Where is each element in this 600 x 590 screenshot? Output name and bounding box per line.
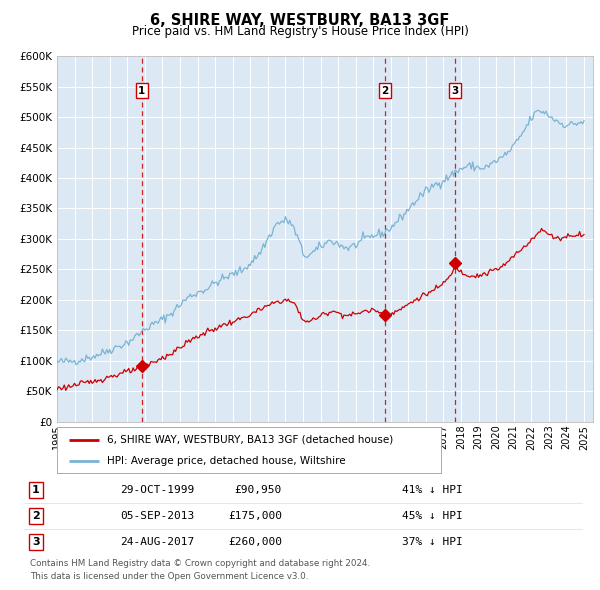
Text: 6, SHIRE WAY, WESTBURY, BA13 3GF (detached house): 6, SHIRE WAY, WESTBURY, BA13 3GF (detach… [107,435,393,445]
Text: £90,950: £90,950 [235,485,282,494]
Text: 37% ↓ HPI: 37% ↓ HPI [402,537,463,546]
Text: 6, SHIRE WAY, WESTBURY, BA13 3GF: 6, SHIRE WAY, WESTBURY, BA13 3GF [151,13,449,28]
Text: 1: 1 [138,86,145,96]
Text: £175,000: £175,000 [228,511,282,520]
Text: 24-AUG-2017: 24-AUG-2017 [120,537,194,546]
Text: HPI: Average price, detached house, Wiltshire: HPI: Average price, detached house, Wilt… [107,455,346,466]
Text: 3: 3 [451,86,458,96]
Text: Price paid vs. HM Land Registry's House Price Index (HPI): Price paid vs. HM Land Registry's House … [131,25,469,38]
Text: 45% ↓ HPI: 45% ↓ HPI [402,511,463,520]
Text: £260,000: £260,000 [228,537,282,546]
Text: 2: 2 [32,511,40,520]
Text: Contains HM Land Registry data © Crown copyright and database right 2024.
This d: Contains HM Land Registry data © Crown c… [30,559,370,581]
Text: 05-SEP-2013: 05-SEP-2013 [120,511,194,520]
Text: 41% ↓ HPI: 41% ↓ HPI [402,485,463,494]
Text: 3: 3 [32,537,40,546]
Text: 1: 1 [32,485,40,494]
Text: 2: 2 [382,86,389,96]
Text: 29-OCT-1999: 29-OCT-1999 [120,485,194,494]
